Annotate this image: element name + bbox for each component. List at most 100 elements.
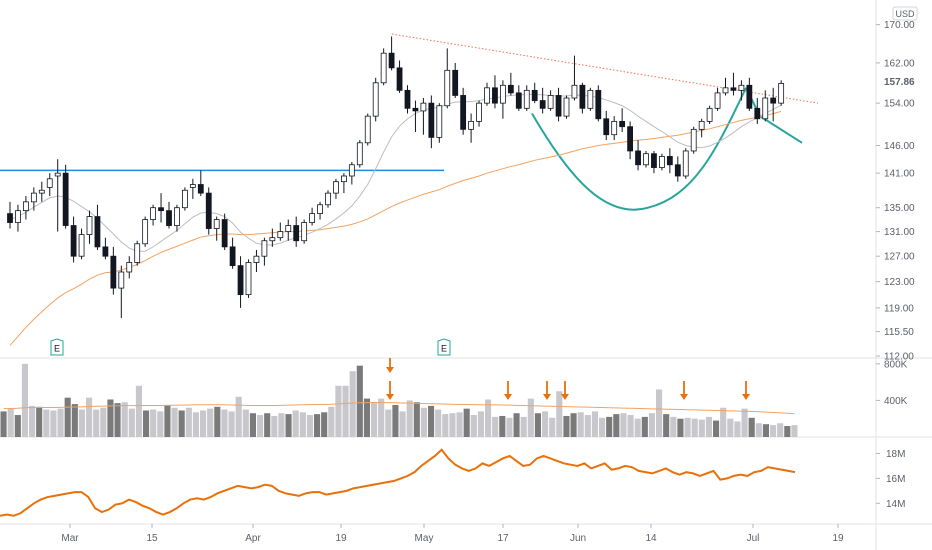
volume-bar [449, 413, 456, 437]
candle-body [261, 240, 268, 257]
volume-bar [378, 398, 385, 437]
volume-bar [663, 414, 670, 437]
volume-bar [171, 407, 178, 437]
volume-bar [86, 397, 93, 437]
candle-body [714, 92, 721, 109]
candle-body [499, 84, 506, 104]
volume-bar [705, 416, 712, 437]
volume-bar [228, 411, 235, 437]
candle-body [452, 69, 459, 96]
earnings-marker-label: E [441, 344, 447, 354]
volume-bar [563, 415, 570, 437]
price-tick-label: 131.00 [884, 227, 915, 238]
volume-bar [114, 403, 121, 437]
volume-bar [71, 404, 78, 437]
volume-bar [328, 406, 335, 437]
volume-bar [470, 415, 477, 437]
volume-bar [185, 407, 192, 437]
indicator-tick-label: 14M [886, 499, 905, 510]
volume-bar [93, 409, 100, 437]
candle-body [547, 95, 554, 109]
price-tick-label: 135.00 [884, 203, 915, 214]
volume-bar [221, 409, 228, 437]
volume-bar [506, 417, 513, 437]
candle-body [158, 207, 164, 212]
time-axis[interactable]: Mar 15 Apr 19 May 17 Jun 14 Jul 19 [61, 524, 844, 544]
candle-body [627, 126, 633, 152]
volume-bar [556, 391, 563, 437]
candle-body [174, 207, 180, 226]
time-tick-label: Apr [245, 533, 261, 544]
volume-bar [442, 414, 449, 437]
volume-arrow-head [386, 394, 394, 400]
volume-average-line [3, 402, 795, 415]
volume-bar [670, 416, 677, 437]
candle-body [372, 82, 379, 117]
volume-bar [314, 414, 321, 437]
candle-body [396, 67, 403, 91]
volume-bar [285, 414, 292, 437]
volume-bar [791, 425, 798, 437]
price-tick-label: 123.00 [884, 277, 915, 288]
volume-bar [520, 416, 527, 437]
volume-bar [371, 402, 378, 437]
volume-bar [591, 411, 598, 437]
candle-body [237, 265, 244, 296]
time-tick-label: 19 [335, 533, 347, 544]
candle-body [62, 172, 69, 226]
time-tick-label: 15 [146, 533, 158, 544]
volume-bar [321, 412, 328, 437]
volume-bar [143, 410, 150, 437]
volume-bar [299, 412, 306, 437]
volume-bar [157, 411, 164, 437]
candle-body [460, 95, 467, 130]
volume-arrow-head [561, 394, 569, 400]
candle-body [611, 120, 618, 136]
volume-bar [29, 405, 36, 437]
candle-body [659, 156, 665, 168]
price-tick-label: 115.50 [884, 327, 914, 338]
candle-body [619, 120, 626, 128]
line-indicator-pane [0, 448, 796, 517]
price-tick-label: 162.00 [884, 58, 915, 69]
volume-bar [613, 414, 620, 437]
candle-body [746, 84, 753, 109]
candle-body [38, 189, 45, 194]
candle-body [213, 219, 220, 229]
time-tick-label: Jul [747, 533, 760, 544]
volume-bar [349, 371, 356, 437]
last-price-badge [878, 74, 922, 88]
volume-bar [677, 418, 684, 437]
candle-body [492, 87, 498, 104]
volume-bar [606, 416, 613, 437]
volume-bar [50, 410, 57, 437]
price-axis[interactable]: 170.00 162.00 154.00 146.00 141.00 135.00 131.… [876, 20, 915, 510]
indicator-tick-label: 18M [886, 449, 905, 460]
earnings-marker-icon [437, 338, 451, 356]
price-tick-label: 112.00 [884, 352, 914, 363]
candle-body [102, 246, 109, 257]
time-tick-label: Jun [570, 533, 586, 544]
volume-arrow-head [504, 394, 512, 400]
candle-body [7, 213, 13, 223]
volume-bar [0, 411, 7, 437]
volume-bar [741, 408, 748, 437]
candle-body [579, 84, 586, 109]
volume-bar [777, 423, 784, 437]
candle-body [293, 225, 300, 242]
volume-bar [21, 363, 28, 437]
volume-bar [485, 399, 492, 437]
volume-bar [7, 408, 14, 437]
candle-body [46, 178, 53, 188]
last-price-group: 157.86 [878, 74, 922, 88]
candle-body [166, 210, 172, 226]
candle-body [651, 153, 657, 168]
candle-body [587, 89, 594, 109]
candle-body [356, 142, 363, 166]
volume-bar [527, 398, 534, 437]
candle-body [563, 97, 570, 117]
volume-bar [406, 400, 413, 437]
